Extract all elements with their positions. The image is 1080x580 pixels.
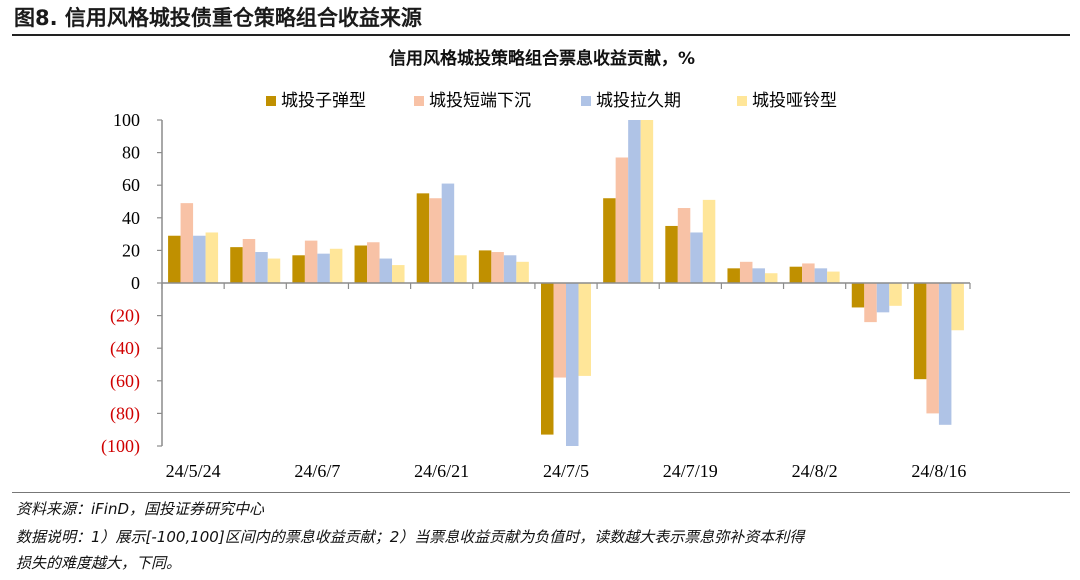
y-tick-label: 20 <box>122 240 140 260</box>
y-tick-label: (40) <box>110 338 140 359</box>
bar-4-24-8-9 <box>889 283 902 306</box>
x-tick-label: 24/7/5 <box>543 461 589 481</box>
plot-area: 100 80 60 40 20 0 (20) (40) (60) (80) (100) 24/5/24… <box>101 110 971 481</box>
figure-title: 图8. 信用风格城投债重仓策略组合收益来源 <box>14 6 422 30</box>
bar-4-24-5-24 <box>205 232 219 283</box>
bar-1-24-8-2 <box>789 266 803 283</box>
y-tick-label: 100 <box>113 110 140 130</box>
bar-4-24-7-5 <box>578 283 591 376</box>
bar-3-24-6-28 <box>503 255 517 283</box>
legend-label: 城投拉久期 <box>596 91 681 111</box>
bar-1-24-6-28 <box>478 250 492 283</box>
bar-2-24-6-7 <box>304 240 318 283</box>
bar-4-24-6-21 <box>454 255 467 283</box>
legend-label: 城投子弹型 <box>281 91 366 111</box>
y-tick-label: 40 <box>122 208 140 228</box>
bar-2-24-5-31 <box>242 238 256 283</box>
bar-2-24-7-19 <box>677 208 691 283</box>
x-tick-label: 24/8/2 <box>792 461 838 481</box>
bar-3-24-8-9 <box>876 283 890 313</box>
bar-2-24-7-5 <box>553 283 566 378</box>
bar-3-24-6-14 <box>379 258 393 283</box>
legend-swatch <box>737 96 747 106</box>
bar-2-24-6-14 <box>367 242 380 283</box>
bar-4-24-6-28 <box>516 261 529 283</box>
footer-rule <box>12 492 1070 493</box>
bar-4-24-8-2 <box>827 271 840 283</box>
bar-2-24-6-28 <box>491 252 504 283</box>
bar-3-24-6-21 <box>441 183 455 283</box>
bar-4-24-8-16 <box>951 283 964 331</box>
bar-2-24-5-24 <box>180 203 194 283</box>
legend-swatch <box>414 96 424 106</box>
title-rule <box>12 34 1070 36</box>
y-tick-label: 0 <box>131 273 140 293</box>
bar-1-24-7-12 <box>603 198 616 283</box>
bar-2-24-7-26 <box>739 261 753 283</box>
bar-4-24-7-12 <box>640 120 654 283</box>
bar-3-24-7-26 <box>752 268 765 283</box>
bar-3-24-8-16 <box>938 283 952 425</box>
bar-4-24-6-7 <box>329 248 343 283</box>
bar-1-24-7-19 <box>665 225 678 283</box>
bar-1-24-5-31 <box>230 247 243 283</box>
x-tick-label: 24/7/19 <box>663 461 718 481</box>
bar-3-24-8-2 <box>814 268 828 283</box>
bar-2-24-6-21 <box>429 198 442 283</box>
x-tick-label: 24/8/16 <box>911 461 966 481</box>
legend-label: 城投哑铃型 <box>752 91 837 111</box>
bar-3-24-6-7 <box>317 253 330 283</box>
source-note: 资料来源：iFinD，国投证券研究中心 <box>16 500 265 518</box>
bar-1-24-6-14 <box>354 245 368 283</box>
bar-chart: 信用风格城投策略组合票息收益贡献，% 城投子弹型 城投短端下沉 城投拉久期 城投哑铃型… <box>101 48 971 481</box>
bar-3-24-7-12 <box>628 120 641 283</box>
bar-3-24-7-19 <box>690 232 703 283</box>
data-note-line-2: 损失的难度越大，下同。 <box>16 554 182 572</box>
bar-3-24-5-24 <box>193 235 206 283</box>
legend-label: 城投短端下沉 <box>429 91 531 111</box>
bar-1-24-5-24 <box>168 235 181 283</box>
x-tick-label: 24/6/21 <box>414 461 469 481</box>
data-note-line-1: 数据说明：1）展示[-100,100]区间内的票息收益贡献；2）当票息收益贡献为… <box>16 528 805 546</box>
bar-2-24-7-12 <box>615 157 629 283</box>
bar-4-24-7-26 <box>764 273 778 283</box>
bar-1-24-7-26 <box>727 268 740 283</box>
chart-title: 信用风格城投策略组合票息收益贡献，% <box>389 48 695 69</box>
bar-2-24-8-2 <box>802 263 815 283</box>
bar-1-24-7-5 <box>541 283 554 435</box>
bar-1-24-8-9 <box>851 283 865 308</box>
bar-3-24-7-5 <box>566 283 579 446</box>
bar-1-24-6-7 <box>292 255 305 283</box>
legend-swatch <box>581 96 591 106</box>
bar-4-24-7-19 <box>702 199 716 283</box>
y-tick-label: (80) <box>110 403 140 424</box>
y-tick-label: 80 <box>122 143 140 163</box>
bar-2-24-8-9 <box>864 283 877 323</box>
y-tick-label: 60 <box>122 175 140 195</box>
bar-4-24-6-14 <box>392 265 405 283</box>
legend: 城投子弹型 城投短端下沉 城投拉久期 城投哑铃型 <box>266 91 837 111</box>
x-tick-label: 24/5/24 <box>166 461 221 481</box>
y-tick-label: (60) <box>110 371 140 392</box>
x-tick-label: 24/6/7 <box>294 461 340 481</box>
bar-4-24-5-31 <box>267 258 281 283</box>
legend-swatch <box>266 96 276 106</box>
bar-1-24-6-21 <box>416 193 430 283</box>
bar-2-24-8-16 <box>926 283 939 414</box>
y-tick-label: (20) <box>110 306 140 327</box>
bar-1-24-8-16 <box>913 283 927 380</box>
bar-3-24-5-31 <box>255 252 268 283</box>
y-tick-label: (100) <box>101 436 140 457</box>
